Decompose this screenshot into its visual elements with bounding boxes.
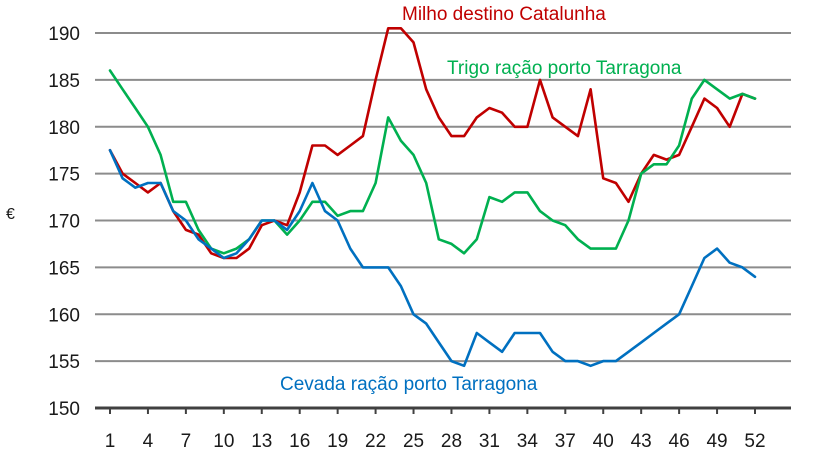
- x-tick-label: 31: [479, 431, 500, 452]
- x-tick-label: 22: [365, 431, 386, 452]
- y-axis-unit-label: €: [6, 206, 15, 223]
- y-tick-label: 175: [48, 165, 80, 186]
- series-label-cevada: Cevada ração porto Tarragona: [280, 374, 538, 395]
- x-tick-label: 43: [631, 431, 652, 452]
- y-tick-label: 185: [48, 71, 80, 92]
- y-axis-ticks: 150 155 160 165 170 175 180 185 190: [48, 24, 80, 420]
- x-tick-label: 4: [143, 431, 154, 452]
- x-tick-label: 34: [517, 431, 539, 452]
- y-tick-label: 155: [48, 352, 80, 373]
- x-tick-label: 46: [669, 431, 690, 452]
- x-tick-label: 37: [555, 431, 576, 452]
- x-tick-label: 10: [213, 431, 234, 452]
- x-tick-label: 7: [181, 431, 192, 452]
- gridlines: [95, 32, 791, 410]
- series-line-2: [108, 148, 757, 368]
- y-tick-label: 170: [48, 212, 80, 233]
- x-axis-ticks: 1 4 7 10 13 16 19 22 25 28 31 34 37 40 43 46 49 52: [105, 408, 766, 452]
- x-tick-label: 19: [327, 431, 348, 452]
- x-tick-label: 49: [706, 431, 727, 452]
- x-tick-label: 25: [403, 431, 424, 452]
- series-line-0: [108, 26, 757, 260]
- y-tick-label: 160: [48, 305, 80, 326]
- x-tick-label: 52: [744, 431, 765, 452]
- y-tick-label: 150: [48, 399, 80, 420]
- x-tick-label: 13: [251, 431, 272, 452]
- y-tick-label: 165: [48, 258, 80, 279]
- x-tick-label: 40: [593, 431, 614, 452]
- x-tick-label: 28: [441, 431, 462, 452]
- series-label-trigo: Trigo ração porto Tarragona: [447, 58, 682, 79]
- series-label-milho: Milho destino Catalunha: [402, 4, 606, 25]
- x-tick-label: 1: [105, 431, 116, 452]
- series-line-1: [108, 69, 757, 255]
- y-tick-label: 190: [48, 24, 80, 45]
- series-lines: [108, 26, 757, 368]
- x-tick-label: 16: [289, 431, 310, 452]
- y-tick-label: 180: [48, 118, 80, 139]
